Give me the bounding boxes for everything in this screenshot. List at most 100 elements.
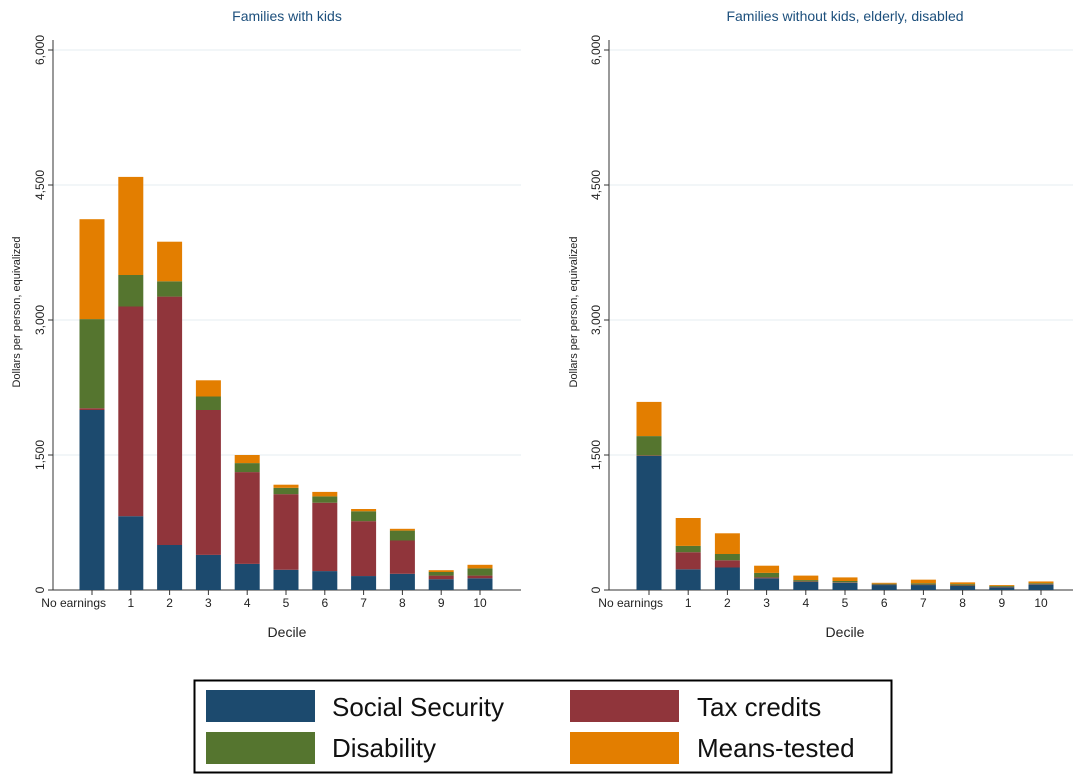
bar-segment-disability	[312, 496, 338, 503]
legend-swatch-tax-credits	[570, 690, 679, 722]
bar-segment-means-tested	[79, 219, 105, 320]
x-tick-label: 8	[959, 596, 966, 610]
bar-segment-social-security	[273, 569, 299, 590]
legend-swatch-disability	[206, 732, 315, 764]
bar-segment-social-security	[871, 585, 897, 590]
bar-segment-means-tested	[832, 577, 858, 581]
y-axis-label: Dollars per person, equivalized	[568, 236, 580, 387]
bar-segment-tax-credits	[79, 408, 105, 410]
bar-segment-social-security	[636, 455, 662, 590]
y-tick-label: 0	[33, 586, 47, 593]
x-tick-label: 7	[920, 596, 927, 610]
bar-segment-tax-credits	[389, 540, 415, 574]
bar-segment-means-tested	[157, 241, 183, 282]
bar-segment-disability	[389, 530, 415, 541]
bar-segment-disability	[754, 572, 780, 578]
bar-segment-disability	[118, 275, 144, 307]
x-tick-label: 1	[685, 596, 692, 610]
bar-segment-means-tested	[195, 380, 221, 397]
x-tick-label: 8	[399, 596, 406, 610]
bar-segment-disability	[910, 583, 936, 585]
legend-label-social-security: Social Security	[332, 692, 504, 722]
bar-segment-means-tested	[910, 579, 936, 584]
bar-segment-social-security	[714, 567, 740, 590]
bar-segment-tax-credits	[157, 296, 183, 545]
x-tick-label: 6	[881, 596, 888, 610]
bar-segment-means-tested	[467, 564, 493, 569]
bar-segment-social-security	[118, 516, 144, 590]
panel-title: Families with kids	[232, 8, 342, 24]
panel-2: 0 1,500 3,000 4,500 6,000 No earnings 1 2 3 4 5 6 7 8…	[568, 8, 1073, 640]
bar-segment-social-security	[389, 573, 415, 590]
legend-swatch-social-security	[206, 690, 315, 722]
bar-segment-disability	[157, 281, 183, 297]
bar-segment-tax-credits	[273, 494, 299, 570]
bar-segment-means-tested	[714, 533, 740, 554]
bar-segment-tax-credits	[428, 575, 454, 580]
bar-segment-disability	[428, 572, 454, 576]
bar-segment-disability	[832, 581, 858, 583]
bar-segment-disability	[714, 554, 740, 561]
x-tick-label: No earnings	[598, 596, 663, 610]
bar-segment-social-security	[754, 578, 780, 590]
bar-segment-means-tested	[312, 491, 338, 497]
bar-segment-disability	[636, 436, 662, 456]
bar-segment-tax-credits	[312, 502, 338, 572]
x-axis-label: Decile	[826, 624, 865, 640]
bar-segment-social-security	[675, 569, 701, 590]
y-tick-label: 3,000	[33, 305, 47, 335]
y-tick-label: 0	[589, 586, 603, 593]
bar-segment-means-tested	[1028, 581, 1054, 584]
bar-segment-social-security	[467, 578, 493, 590]
x-tick-label: 5	[283, 596, 290, 610]
bar-segment-disability	[467, 568, 493, 576]
bar-segment-means-tested	[273, 484, 299, 488]
bar-segment-means-tested	[428, 570, 454, 572]
bar-segment-means-tested	[351, 509, 377, 512]
bar-segment-tax-credits	[714, 560, 740, 568]
y-axis-label: Dollars per person, equivalized	[11, 236, 23, 387]
bar-segment-disability	[950, 584, 976, 586]
bar-segment-tax-credits	[351, 521, 377, 577]
legend-label-means-tested: Means-tested	[697, 733, 855, 763]
y-tick-label: 6,000	[589, 35, 603, 65]
y-tick-label: 3,000	[589, 305, 603, 335]
bar-segment-tax-credits	[195, 410, 221, 555]
x-tick-label: 3	[763, 596, 770, 610]
x-tick-label: 6	[321, 596, 328, 610]
bar-segment-social-security	[950, 585, 976, 590]
x-tick-label: 5	[842, 596, 849, 610]
bar-segment-means-tested	[950, 582, 976, 585]
bar-segment-disability	[871, 583, 897, 585]
y-tick-label: 4,500	[33, 170, 47, 200]
bar-segment-tax-credits	[118, 306, 144, 517]
legend-label-disability: Disability	[332, 733, 436, 763]
x-tick-label: 7	[360, 596, 367, 610]
bar-segment-social-security	[234, 563, 260, 590]
legend-swatch-means-tested	[570, 732, 679, 764]
x-tick-label: No earnings	[41, 596, 106, 610]
y-tick-label: 1,500	[589, 440, 603, 470]
bar-segment-social-security	[989, 587, 1015, 590]
bar-segment-disability	[1028, 583, 1054, 585]
bar-segment-social-security	[312, 571, 338, 590]
bar-segment-social-security	[1028, 584, 1054, 590]
bar-segment-disability	[989, 585, 1015, 587]
y-tick-label: 1,500	[33, 440, 47, 470]
bar-segment-tax-credits	[467, 575, 493, 579]
bar-segment-social-security	[157, 545, 183, 590]
bar-segment-disability	[79, 319, 105, 409]
bar-segment-tax-credits	[234, 472, 260, 564]
bar-segment-disability	[675, 545, 701, 553]
legend-label-tax-credits: Tax credits	[697, 692, 821, 722]
x-tick-label: 1	[127, 596, 134, 610]
bar-segment-means-tested	[118, 176, 144, 275]
bar-segment-social-security	[428, 579, 454, 590]
panel-title: Families without kids, elderly, disabled	[726, 8, 963, 24]
x-tick-label: 10	[473, 596, 487, 610]
bar-segment-social-security	[195, 554, 221, 590]
legend: Social Security Tax credits Disability M…	[193, 679, 893, 774]
bar-segment-social-security	[832, 582, 858, 590]
bar-segment-tax-credits	[675, 552, 701, 570]
